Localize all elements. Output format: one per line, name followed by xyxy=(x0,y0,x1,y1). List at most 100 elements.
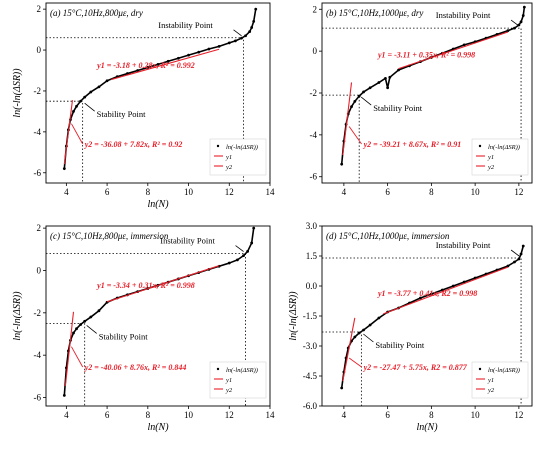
data-trace xyxy=(106,75,118,82)
data-trace xyxy=(127,69,138,75)
x-tick-label: 12 xyxy=(514,187,523,197)
x-tick-label: 6 xyxy=(105,410,110,420)
fit-line-y1 xyxy=(111,48,220,81)
y-tick-label: 2 xyxy=(37,4,42,14)
data-trace xyxy=(252,9,257,22)
instability-arrow xyxy=(235,245,244,252)
data-trace xyxy=(250,228,255,244)
instability-point-label: Instability Point xyxy=(436,240,491,250)
fit-line-y2 xyxy=(64,311,75,387)
legend-label-y1: y1 xyxy=(487,377,494,384)
data-trace xyxy=(452,281,465,287)
data-trace xyxy=(386,77,391,88)
fit-line-y2 xyxy=(342,317,356,382)
stability-point-label: Stability Point xyxy=(97,109,147,119)
x-axis-label: ln(N) xyxy=(147,199,169,210)
data-trace xyxy=(496,265,509,271)
data-trace xyxy=(69,111,75,120)
stability-guide-line xyxy=(322,94,360,183)
data-trace xyxy=(369,81,380,89)
x-tick-label: 12 xyxy=(514,410,523,420)
legend: ln(-ln(ΔSR)) y1 y2 xyxy=(471,361,529,399)
instability-guide-line xyxy=(322,27,522,183)
data-trace xyxy=(409,297,421,304)
legend-label-data: ln(-ln(ΔSR)) xyxy=(226,367,258,374)
legend-box xyxy=(471,361,529,399)
fit2-equation: y2 = -27.47 + 5.75x, R2 = 0.877 xyxy=(363,363,468,372)
x-tick-label: 14 xyxy=(266,410,276,420)
data-trace xyxy=(431,289,443,295)
data-trace xyxy=(208,45,220,50)
legend-label-y1: y1 xyxy=(487,154,494,161)
chart-panel-2: 4 6 8 10 12 -6 -4 -2 0 2 (b) 15°C,10Hz,1000με, dry… xyxy=(310,2,533,197)
y-tick-label: 0 xyxy=(37,265,42,275)
y-axis-label: ln(-ln(ΔSR)) xyxy=(12,68,23,118)
y-tick-label: 2 xyxy=(313,4,318,14)
x-tick-label: 8 xyxy=(146,187,151,197)
chart-panel-1: 4 6 8 10 12 14 -6 -4 -2 0 2 ln(N) ln(-ln(ΔSR)) (a) 15… xyxy=(12,2,276,210)
stability-arrow xyxy=(84,102,95,112)
data-trace xyxy=(90,310,100,318)
x-axis-label: ln(N) xyxy=(416,422,438,433)
data-trace xyxy=(65,350,70,368)
data-trace xyxy=(98,80,108,88)
legend-label-data: ln(-ln(ΔSR)) xyxy=(488,144,520,151)
data-trace xyxy=(522,7,526,16)
x-tick-label: 10 xyxy=(184,410,194,420)
x-tick-label: 12 xyxy=(225,187,234,197)
panel-label: (d) 15°C,10Hz,1000με, immersion xyxy=(326,231,450,241)
legend-marker-data xyxy=(478,144,482,148)
legend: ln(-ln(ΔSR)) y1 y2 xyxy=(209,361,267,399)
panel-label: (a) 15°C,10Hz,800με, dry xyxy=(50,8,143,18)
fit1-equation: y1 = -3.77 + 0.41x, R2 = 0.998 xyxy=(377,289,477,298)
y-tick-label: -6 xyxy=(34,393,42,403)
fit2-arrow xyxy=(348,357,362,368)
legend-label-y2: y2 xyxy=(487,164,495,171)
data-trace xyxy=(90,86,100,93)
y-tick-label: -1.5 xyxy=(303,311,318,321)
fit1-equation: y1 = -3.11 + 0.35x, R² = 0.998 xyxy=(377,50,475,59)
legend-label-y2: y2 xyxy=(487,387,495,394)
chart-panel-4: 4 6 8 10 12 -6.0 -4.5 -3.0 -1.5 0.0 1.5 3.0 ln(N) ln(… xyxy=(288,221,533,433)
legend: ln(-ln(ΔSR)) y1 y2 xyxy=(471,138,529,176)
data-trace xyxy=(218,42,230,48)
x-tick-label: 8 xyxy=(146,410,151,420)
x-tick-label: 6 xyxy=(105,187,110,197)
x-axis-label: ln(N) xyxy=(147,422,169,433)
x-tick-label: 14 xyxy=(266,187,276,197)
data-trace xyxy=(157,60,169,66)
x-tick-label: 8 xyxy=(429,187,434,197)
fit-line-y2 xyxy=(342,82,353,156)
legend: ln(-ln(ΔSR)) y1 y2 xyxy=(209,138,267,176)
y-tick-label: -2 xyxy=(34,308,42,318)
panel-label: (c) 15°C,10Hz,800με, immersion xyxy=(50,231,169,241)
data-trace xyxy=(218,262,230,267)
instability-arrow xyxy=(233,29,242,37)
data-point xyxy=(522,5,526,9)
fit-line-y1 xyxy=(106,265,220,303)
instability-point-label: Instability Point xyxy=(160,236,215,246)
data-trace xyxy=(485,269,498,275)
data-trace xyxy=(474,37,487,43)
fit-line-y1 xyxy=(383,266,509,315)
data-trace xyxy=(369,317,380,326)
chart-panel-3: 4 6 8 10 12 14 -6 -4 -2 0 2 ln(N) ln(-ln(ΔSR)) (c) 15… xyxy=(12,223,275,433)
y-axis-label: ln(-ln(ΔSR)) xyxy=(12,291,23,341)
x-tick-label: 4 xyxy=(64,187,69,197)
x-tick-label: 6 xyxy=(385,187,390,197)
instability-arrow xyxy=(510,19,520,27)
y-tick-label: -4 xyxy=(310,130,318,140)
stability-arrow xyxy=(360,96,372,106)
data-trace xyxy=(147,63,159,69)
x-tick-label: 4 xyxy=(64,410,69,420)
data-trace xyxy=(463,40,476,46)
fit2-equation: y2 = -36.08 + 7.82x, R² = 0.92 xyxy=(84,140,183,149)
x-tick-label: 10 xyxy=(184,187,194,197)
data-trace xyxy=(452,44,465,50)
y-tick-label: 3.0 xyxy=(306,221,318,231)
data-trace xyxy=(198,48,210,53)
stability-guide-line xyxy=(322,331,362,406)
legend-marker-data xyxy=(216,144,220,148)
